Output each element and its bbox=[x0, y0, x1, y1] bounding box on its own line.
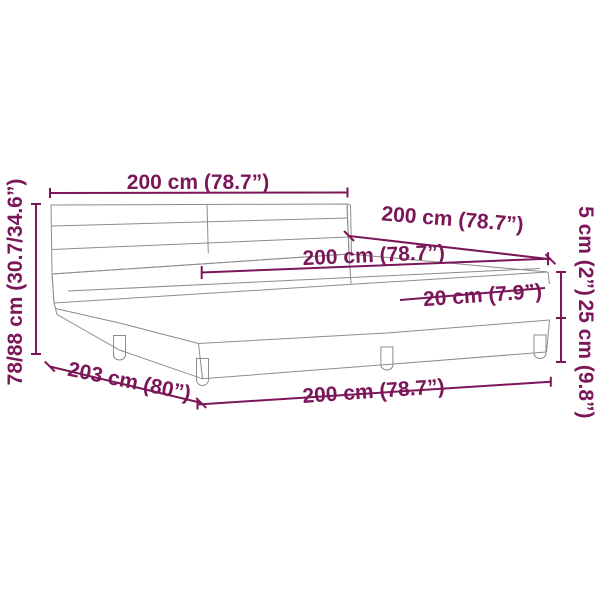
svg-text:25 cm (9.8”): 25 cm (9.8”) bbox=[574, 299, 597, 418]
svg-text:78/88 cm (30.7/34.6”): 78/88 cm (30.7/34.6”) bbox=[4, 179, 27, 386]
svg-text:200 cm (78.7”): 200 cm (78.7”) bbox=[127, 171, 269, 194]
svg-text:5 cm (2”): 5 cm (2”) bbox=[574, 206, 597, 296]
